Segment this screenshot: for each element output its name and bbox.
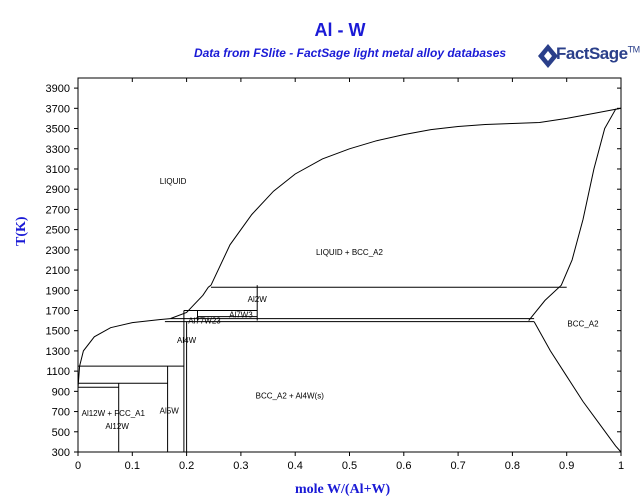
y-tick-label: 900 (52, 386, 70, 398)
y-tick-label: 3700 (46, 103, 70, 115)
y-tick-label: 3100 (46, 164, 70, 176)
y-tick-label: 1500 (46, 326, 70, 338)
y-tick-label: 2700 (46, 204, 70, 216)
y-tick-label: 700 (52, 407, 70, 419)
y-tick-label: 500 (52, 427, 70, 439)
x-tick-label: 0.3 (233, 460, 248, 472)
x-tick-label: 0.2 (179, 460, 194, 472)
y-tick-label: 3900 (46, 83, 70, 95)
chart-subtitle: Data from FSlite - FactSage light metal … (193, 46, 507, 60)
x-tick-label: 0.4 (288, 460, 303, 472)
phase-region-label: LIQUID + BCC_A2 (316, 248, 383, 257)
y-tick-label: 1100 (46, 366, 70, 378)
y-tick-label: 1900 (46, 285, 70, 297)
y-tick-label: 2300 (46, 245, 70, 257)
x-tick-label: 0.6 (396, 460, 411, 472)
phase-region-label: BCC_A2 + Al4W(s) (256, 391, 325, 400)
phase-boundary-2 (210, 107, 622, 286)
phase-boundary-3 (528, 107, 622, 321)
phase-boundary-0 (77, 318, 171, 389)
x-tick-label: 0.9 (559, 460, 574, 472)
phase-boundary-1 (170, 284, 212, 320)
y-tick-label: 1700 (46, 305, 70, 317)
y-tick-label: 2500 (46, 225, 70, 237)
y-tick-label: 2100 (46, 265, 70, 277)
phase-boundaries (77, 107, 622, 453)
x-tick-label: 0.1 (125, 460, 140, 472)
y-tick-label: 3300 (46, 144, 70, 156)
logo-text: FactSage (556, 44, 628, 63)
plot-frame (77, 77, 622, 453)
phase-region-label: Al2W (248, 295, 268, 304)
phase-region-label: Al12W (105, 422, 129, 431)
x-tick-label: 0.8 (505, 460, 520, 472)
chart-title: Al - W (314, 20, 366, 40)
phase-region-label: Al12W + FCC_A1 (82, 409, 146, 418)
y-tick-label: 3500 (46, 124, 70, 136)
phase-region-label: BCC_A2 (567, 320, 599, 329)
y-tick-label: 1300 (46, 346, 70, 358)
phase-region-label: Al5W (160, 407, 180, 416)
y-tick-label: 300 (52, 447, 70, 459)
phase-boundary-4 (533, 321, 622, 453)
phase-region-label: Al4W (177, 336, 197, 345)
x-tick-label: 1 (618, 460, 624, 472)
phase-labels: LIQUID LIQUID + BCC_A2 Al2W Al7W3 Al77W23 Al4… (82, 177, 599, 431)
phase-region-label: LIQUID (160, 177, 187, 186)
x-tick-label: 0.7 (450, 460, 465, 472)
logo-trademark: TM (627, 44, 640, 55)
x-tick-label: 0 (75, 460, 81, 472)
y-tick-label: 2900 (46, 184, 70, 196)
x-tick-label: 0.5 (342, 460, 357, 472)
phase-region-label: Al77W23 (188, 317, 221, 326)
logo-wordmark: FactSageTM (556, 44, 640, 64)
x-axis-label: mole W/(Al+W) (295, 482, 391, 497)
phase-region-label: Al7W3 (229, 311, 253, 320)
axis-ticks: 0 0.1 0.2 0.3 0.4 0.5 0.6 0.7 0.8 0.9 130050070090… (46, 78, 624, 472)
factsage-logo-icon (538, 44, 558, 68)
